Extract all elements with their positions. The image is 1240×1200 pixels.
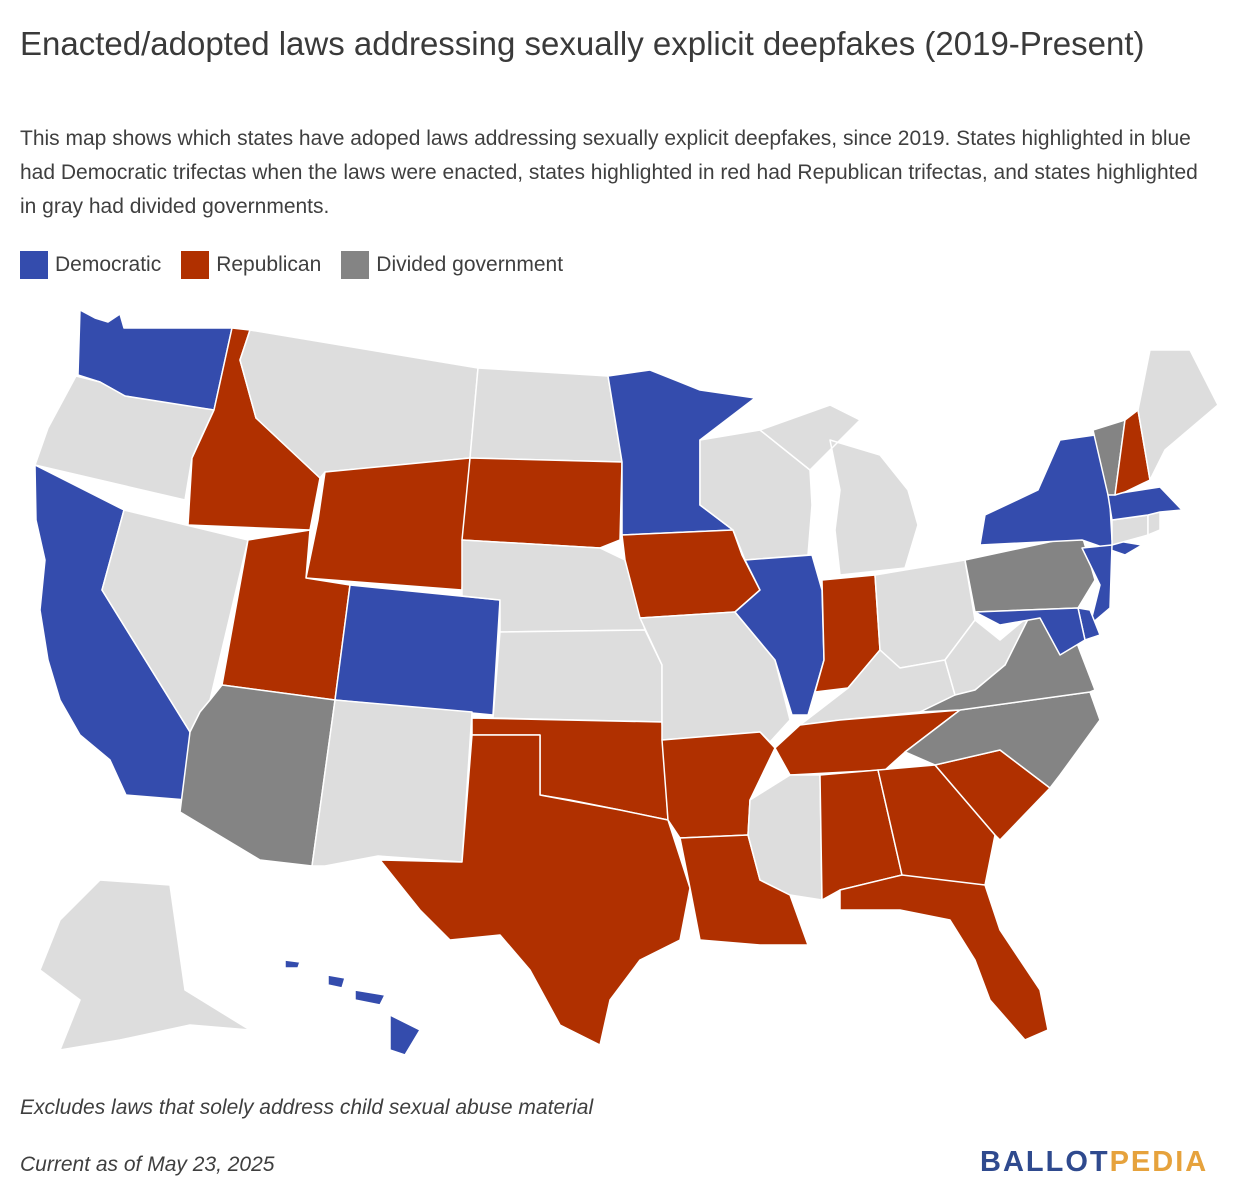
state-new-mexico: New Mexico (311, 699, 473, 867)
state-wyoming: Wyoming (305, 457, 471, 591)
state-west-virginia: West Virginia (944, 614, 1031, 696)
legend-swatch-divided (341, 251, 370, 279)
state-arizona: Arizona (179, 684, 336, 867)
logo-pedia: PEDIA (1109, 1146, 1209, 1178)
map-subtitle: This map shows which states have adoped … (20, 127, 1198, 218)
legend-swatch-republican (181, 251, 210, 279)
legend-swatch-democratic (20, 251, 48, 279)
state-hawaii: Hawaii (284, 959, 421, 1056)
map-title: Enacted/adopted laws addressing sexually… (20, 25, 1145, 62)
state-illinois: Illinois (734, 554, 825, 716)
state-maine: Maine (1137, 349, 1219, 481)
state-texas: Texas (379, 734, 691, 1046)
state-michigan: Michigan (759, 404, 919, 576)
legend-item-democratic: Democratic (20, 251, 161, 279)
state-colorado: Colorado (334, 584, 501, 716)
state-south-dakota: South Dakota (461, 457, 623, 549)
state-mississippi: Mississippi (747, 774, 823, 901)
state-pennsylvania: Pennsylvania (964, 534, 1096, 613)
state-massachusetts: Massachusetts (1107, 486, 1183, 521)
current-as-of: Current as of May 23, 2025 (20, 1153, 275, 1176)
legend: Democratic Republican Divided government (20, 250, 583, 280)
logo-ballot: BALLOT (980, 1146, 1110, 1178)
legend-item-republican: Republican (181, 251, 321, 279)
state-rhode-island: Rhode Island (1147, 511, 1161, 536)
footnote: Excludes laws that solely address child … (20, 1096, 594, 1119)
state-florida: Florida (839, 874, 1049, 1041)
legend-label-republican: Republican (216, 253, 322, 276)
state-maryland: Maryland (974, 607, 1086, 656)
legend-label-divided: Divided government (376, 253, 564, 276)
state-alaska: Alaska (39, 879, 251, 1051)
legend-item-divided: Divided government (341, 251, 563, 279)
state-north-dakota: North Dakota (469, 367, 623, 463)
us-states-map: WashingtonOregonCaliforniaIdahoNevadaMon… (34, 309, 1219, 1056)
ballotpedia-logo: BALLOTPEDIA (980, 1146, 1208, 1179)
legend-label-democratic: Democratic (55, 253, 162, 276)
state-new-jersey: New Jersey (1081, 544, 1113, 626)
state-kansas: Kansas (492, 629, 663, 723)
